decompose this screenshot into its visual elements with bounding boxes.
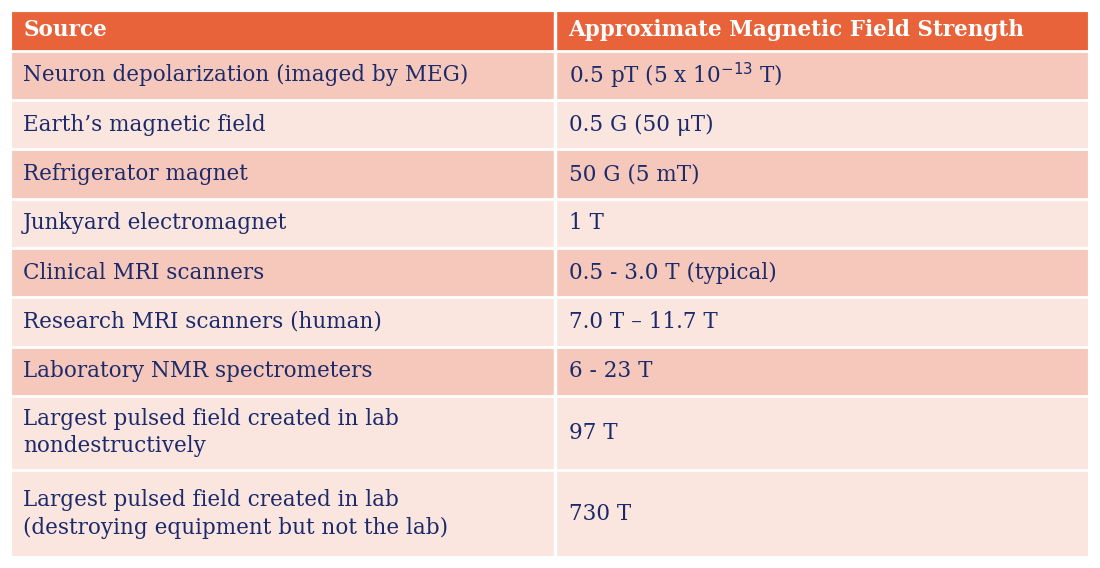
Text: Largest pulsed field created in lab
(destroying equipment but not the lab): Largest pulsed field created in lab (des… — [23, 489, 449, 538]
Text: 0.5 - 3.0 T (typical): 0.5 - 3.0 T (typical) — [569, 262, 777, 283]
Bar — [10, 248, 556, 297]
Bar — [556, 346, 1090, 396]
Text: 730 T: 730 T — [569, 503, 631, 525]
Bar — [10, 396, 556, 470]
Text: 7.0 T – 11.7 T: 7.0 T – 11.7 T — [569, 311, 717, 333]
Bar — [10, 346, 556, 396]
Bar — [556, 199, 1090, 248]
Text: Source: Source — [23, 19, 107, 41]
Text: Laboratory NMR spectrometers: Laboratory NMR spectrometers — [23, 360, 373, 382]
Bar — [556, 470, 1090, 558]
Bar — [10, 51, 556, 100]
Text: 6 - 23 T: 6 - 23 T — [569, 360, 652, 382]
Bar — [10, 470, 556, 558]
Text: 97 T: 97 T — [569, 422, 617, 444]
Text: Research MRI scanners (human): Research MRI scanners (human) — [23, 311, 382, 333]
Text: Junkyard electromagnet: Junkyard electromagnet — [23, 212, 287, 235]
Bar — [556, 10, 1090, 51]
Bar — [10, 10, 556, 51]
Bar — [556, 248, 1090, 297]
Text: Approximate Magnetic Field Strength: Approximate Magnetic Field Strength — [569, 19, 1024, 41]
Bar — [556, 51, 1090, 100]
Bar — [10, 199, 556, 248]
Bar — [556, 396, 1090, 470]
Text: 50 G (5 mT): 50 G (5 mT) — [569, 163, 700, 185]
Text: Clinical MRI scanners: Clinical MRI scanners — [23, 262, 264, 283]
Bar — [556, 297, 1090, 346]
Bar — [10, 297, 556, 346]
Text: Refrigerator magnet: Refrigerator magnet — [23, 163, 249, 185]
Bar — [10, 100, 556, 149]
Text: Neuron depolarization (imaged by MEG): Neuron depolarization (imaged by MEG) — [23, 64, 469, 86]
Bar — [556, 149, 1090, 199]
Text: 0.5 G (50 μT): 0.5 G (50 μT) — [569, 114, 713, 136]
Text: 0.5 pT (5 x 10$^{-13}$ T): 0.5 pT (5 x 10$^{-13}$ T) — [569, 60, 782, 90]
Bar — [10, 149, 556, 199]
Text: Earth’s magnetic field: Earth’s magnetic field — [23, 114, 266, 136]
Bar — [556, 100, 1090, 149]
Text: Largest pulsed field created in lab
nondestructively: Largest pulsed field created in lab nond… — [23, 408, 399, 457]
Text: 1 T: 1 T — [569, 212, 604, 235]
